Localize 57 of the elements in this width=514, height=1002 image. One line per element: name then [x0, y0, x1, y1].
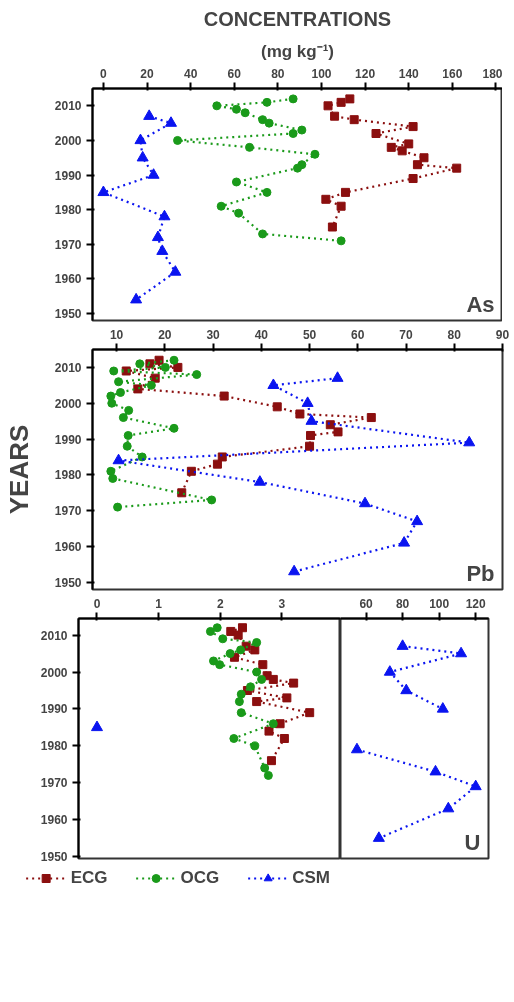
x-tick-label: 160 — [442, 66, 463, 81]
y-tick-label: 2010 — [40, 628, 68, 643]
annotation: U — [464, 829, 481, 855]
legend-label: ECG — [70, 868, 108, 888]
x-tick-label: 90 — [495, 327, 510, 342]
x-tick-label: 20 — [140, 66, 155, 81]
x-tick-label: 50 — [302, 327, 317, 342]
y-tick-label: 1950 — [40, 850, 68, 865]
x-tick-label: 20 — [158, 327, 172, 342]
x-tick-label: 2 — [216, 596, 224, 611]
y-tick-label: 1970 — [54, 237, 82, 252]
x-tick-label: 40 — [254, 327, 269, 342]
x-tick-label: 10 — [109, 327, 124, 342]
x-tick-label: 80 — [271, 66, 285, 81]
y-tick-label: 2000 — [40, 665, 68, 680]
x-tick-label: 0 — [100, 66, 108, 81]
y-tick-label: 1980 — [54, 468, 82, 483]
x-tick-label: 180 — [482, 66, 503, 81]
y-tick-label: 2010 — [54, 99, 82, 114]
y-tick-label: 1970 — [40, 776, 68, 791]
y-tick-label: 1990 — [54, 432, 82, 447]
x-tick-label: 80 — [447, 327, 462, 342]
x-tick-label: 0 — [93, 596, 101, 611]
y-tick-label: 1990 — [40, 702, 68, 717]
x-tick-label: 70 — [399, 327, 414, 342]
x-tick-label: 120 — [355, 66, 376, 81]
y-tick-label: 2000 — [54, 396, 82, 411]
y-tick-label: 1950 — [54, 575, 82, 590]
annotation: As — [466, 291, 495, 317]
x-tick-label: 60 — [351, 327, 365, 342]
y-tick-label: 2010 — [54, 360, 82, 375]
y-tick-label: 1980 — [40, 739, 68, 754]
x-tick-label: 60 — [359, 596, 374, 611]
x-tick-label: 30 — [206, 327, 221, 342]
y-tick-label: 2000 — [54, 133, 82, 148]
y-tick-label: 1960 — [40, 813, 68, 828]
x-tick-label: 100 — [311, 66, 332, 81]
legend-label: CSM — [292, 868, 330, 888]
chart-title: CONCENTRATIONS — [203, 7, 392, 30]
x-tick-label: 40 — [183, 66, 198, 81]
legend-label: OCG — [180, 868, 220, 888]
x-tick-label: 1 — [155, 596, 163, 611]
y-tick-label: 1970 — [54, 504, 82, 519]
x-tick-label: 140 — [398, 66, 420, 81]
y-tick-label: 1960 — [54, 272, 82, 287]
y-axis-title: YEARS — [3, 424, 34, 515]
x-tick-label: 3 — [278, 596, 286, 611]
x-tick-label: 100 — [429, 596, 450, 611]
annotation: Pb — [466, 560, 495, 586]
x-tick-label: 120 — [465, 596, 487, 611]
x-tick-label: 60 — [227, 66, 242, 81]
y-tick-label: 1950 — [54, 307, 82, 322]
chart-subtitle: (mg kg⁻¹) — [260, 41, 335, 61]
x-tick-label: 80 — [395, 596, 410, 611]
y-tick-label: 1960 — [54, 540, 82, 555]
y-tick-label: 1990 — [54, 168, 82, 183]
y-tick-label: 1980 — [54, 203, 82, 218]
